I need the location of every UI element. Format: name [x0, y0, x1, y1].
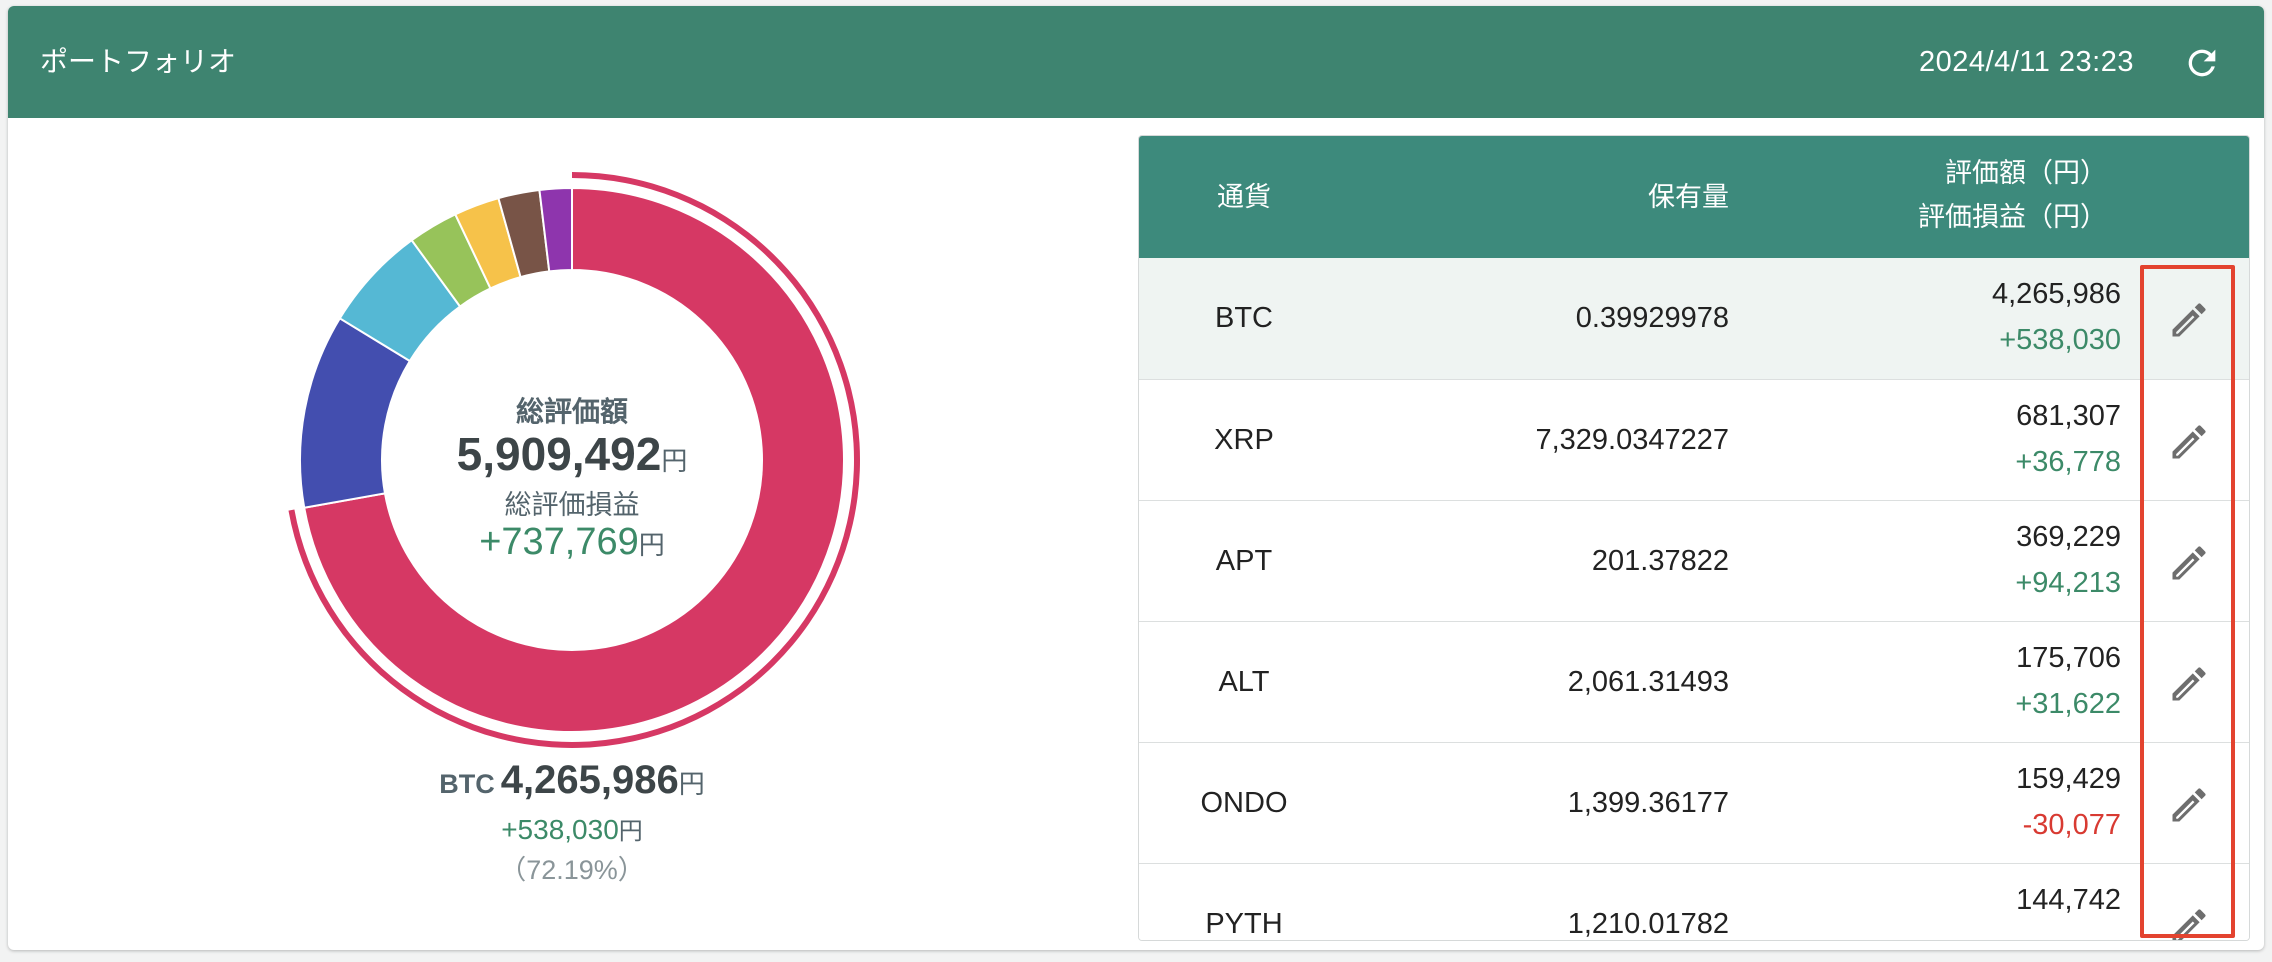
coin-symbol: XRP: [1214, 424, 1274, 456]
selected-holding-pnl-amount: +538,030: [501, 814, 619, 845]
edit-button[interactable]: [2167, 420, 2211, 464]
allocation-donut-chart[interactable]: [282, 170, 862, 750]
holding-value: 369,229: [2016, 521, 2121, 553]
total-pnl-unit: 円: [638, 531, 665, 561]
holding-amount: 1,399.36177: [1567, 787, 1729, 819]
holding-value: 144,742: [2016, 884, 2121, 916]
total-value-amount: 5,909,492: [456, 428, 662, 480]
pencil-icon: [2172, 667, 2206, 701]
refresh-button[interactable]: [2182, 43, 2222, 83]
holding-pnl: +538,030: [1999, 324, 2121, 356]
pencil-icon: [2172, 788, 2206, 822]
holding-pnl: +31,622: [2015, 688, 2121, 720]
holding-pnl: -30,077: [2022, 809, 2121, 841]
table-header: 通貨 保有量 評価額（円） 評価損益（円）: [1139, 136, 2249, 258]
holding-amount: 0.39929978: [1575, 302, 1729, 334]
holding-value: 159,429: [2016, 763, 2121, 795]
table-row[interactable]: APT 201.37822 369,229 +94,213: [1139, 500, 2249, 621]
allocation-chart-area: 総評価額 5,909,492円 総評価損益 +737,769円 BTC 4,265…: [8, 118, 1128, 950]
total-value-unit: 円: [661, 447, 688, 477]
selected-holding-amount: 4,265,986: [500, 758, 679, 802]
column-header-value: 評価額（円）: [1945, 158, 2107, 189]
edit-button[interactable]: [2167, 904, 2211, 940]
holding-pnl: +94,213: [2015, 567, 2121, 599]
coin-symbol: APT: [1215, 545, 1273, 577]
selected-holding-share: （72.19%）: [499, 855, 645, 885]
coin-symbol: PYTH: [1205, 908, 1283, 940]
holding-amount: 7,329.0347227: [1535, 424, 1729, 456]
selected-holding-value: BTC 4,265,986円: [282, 758, 862, 803]
coin-symbol: BTC: [1215, 302, 1273, 334]
edit-button[interactable]: [2167, 541, 2211, 585]
column-header-coin: 通貨: [1217, 182, 1271, 213]
column-header-amount: 保有量: [1648, 182, 1729, 213]
selected-holding-pnl: +538,030円: [282, 811, 862, 846]
total-pnl-label: 総評価損益: [504, 490, 640, 521]
selected-holding-unit: 円: [678, 770, 705, 800]
donut-slice-btc[interactable]: [303, 186, 845, 733]
edit-button[interactable]: [2167, 298, 2211, 342]
holding-value: 175,706: [2016, 642, 2121, 674]
selected-holding-symbol: BTC: [439, 769, 495, 799]
last-updated-datetime: 2024/4/11 23:23: [1919, 46, 2134, 78]
holding-amount: 201.37822: [1591, 545, 1729, 577]
coin-symbol: ALT: [1218, 666, 1270, 698]
edit-button[interactable]: [2167, 662, 2211, 706]
portfolio-card: ポートフォリオ 2024/4/11 23:23 総評価額 5,909,492円 …: [8, 6, 2264, 950]
edit-button[interactable]: [2167, 783, 2211, 827]
pencil-icon: [2172, 303, 2206, 337]
total-pnl-amount: +737,769: [479, 521, 639, 563]
table-row[interactable]: ONDO 1,399.36177 159,429 -30,077: [1139, 742, 2249, 863]
total-pnl: +737,769円: [479, 518, 665, 566]
table-row[interactable]: PYTH 1,210.01782 144,742: [1139, 863, 2249, 940]
table-row[interactable]: BTC 0.39929978 4,265,986 +538,030: [1139, 258, 2249, 379]
donut-slice-other[interactable]: [538, 186, 573, 273]
total-value: 5,909,492円: [457, 426, 688, 482]
holding-amount: 2,061.31493: [1567, 666, 1729, 698]
coin-symbol: ONDO: [1200, 787, 1288, 819]
page-title: ポートフォリオ: [40, 45, 237, 78]
table-row[interactable]: ALT 2,061.31493 175,706 +31,622: [1139, 621, 2249, 742]
holding-value: 4,265,986: [1991, 278, 2121, 310]
total-value-label: 総評価額: [515, 395, 629, 428]
holdings-table: 通貨 保有量 評価額（円） 評価損益（円） BTC 0.39929978 4,2…: [1138, 135, 2250, 941]
pencil-icon: [2172, 425, 2206, 459]
holding-pnl: +36,778: [2015, 446, 2121, 478]
column-header-pnl: 評価損益（円）: [1918, 202, 2107, 233]
pencil-icon: [2172, 909, 2206, 940]
table-row[interactable]: XRP 7,329.0347227 681,307 +36,778: [1139, 379, 2249, 500]
refresh-icon: [2188, 49, 2216, 77]
pencil-icon: [2172, 546, 2206, 580]
holding-value: 681,307: [2016, 400, 2121, 432]
holding-amount: 1,210.01782: [1567, 908, 1729, 940]
selected-holding-pnl-unit: 円: [618, 817, 643, 845]
portfolio-header: ポートフォリオ 2024/4/11 23:23: [8, 6, 2264, 118]
